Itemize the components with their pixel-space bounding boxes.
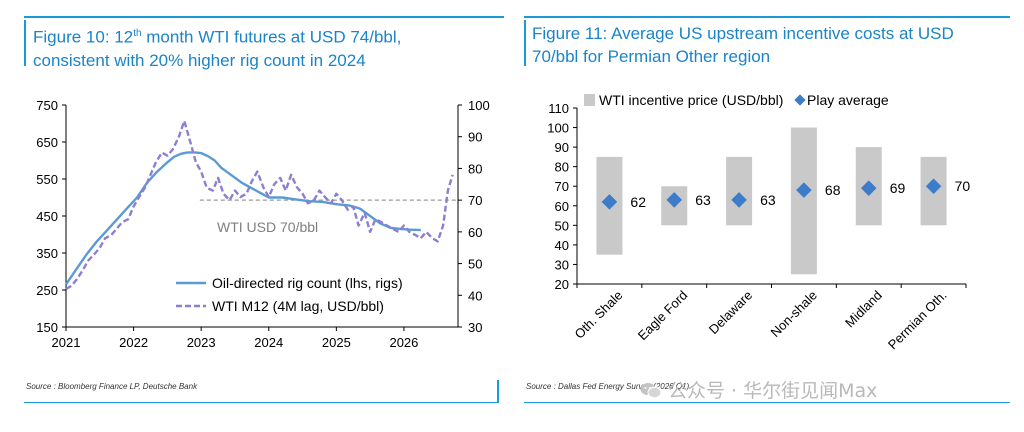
legend-avg-label: Play average (807, 92, 889, 108)
legend-avg-swatch (794, 94, 806, 106)
right-tick-label: 40 (468, 288, 482, 303)
header-rule (524, 16, 1010, 18)
x-tick-label: 2021 (52, 335, 81, 350)
right-tick-label: 70 (468, 193, 482, 208)
y-tick-label: 100 (547, 121, 569, 136)
left-tick-label: 150 (36, 320, 58, 335)
title-accent-bar (524, 20, 526, 66)
x-tick-label: 2022 (119, 335, 148, 350)
category-label: Oth. Shale (571, 288, 625, 342)
category-label: Eagle Ford (635, 288, 691, 344)
figure-11-panel: Figure 11: Average US upstream incentive… (512, 0, 1024, 432)
title-superscript: th (133, 28, 142, 39)
source-note: Source : Bloomberg Finance LP, Deutsche … (26, 382, 198, 391)
title-line-2: consistent with 20% higher rig count in … (33, 50, 366, 70)
category-label: Permian Oth. (885, 288, 950, 353)
title-part: Figure 10: 12 (33, 27, 134, 47)
category-label: Delaware (706, 288, 755, 337)
footer-rule (24, 402, 498, 403)
play-average-marker (796, 182, 812, 198)
title-line-2: 70/bbl for Permian Other region (532, 47, 771, 66)
rig-count-series-line (65, 151, 421, 286)
legend-wti-label: WTI M12 (4M lag, USD/bbl) (212, 298, 384, 314)
left-tick-label: 750 (36, 98, 58, 113)
play-average-marker (860, 180, 877, 196)
right-tick-label: 80 (468, 161, 482, 176)
play-average-label: 68 (825, 182, 841, 198)
play-average-marker (925, 178, 942, 195)
source-note: Source : Dallas Fed Energy Survey (2026 … (526, 382, 690, 391)
left-tick-label: 650 (36, 135, 58, 150)
watermark-text: 公众号 · 华尔街见闻Max (668, 380, 878, 402)
x-tick-label: 2026 (389, 335, 418, 350)
y-tick-label: 20 (555, 277, 569, 292)
legend-range-swatch (584, 94, 595, 106)
right-tick-label: 60 (468, 225, 482, 240)
play-average-marker (731, 192, 747, 208)
y-tick-label: 50 (555, 218, 569, 233)
x-tick-label: 2025 (322, 335, 351, 350)
right-tick-label: 50 (468, 257, 482, 272)
header-rule (24, 16, 504, 18)
title-accent-bar (24, 20, 26, 66)
x-tick-label: 2023 (187, 335, 216, 350)
left-tick-label: 250 (36, 283, 58, 298)
y-tick-label: 70 (555, 179, 569, 194)
play-average-label: 63 (695, 192, 711, 208)
title-line-1: Figure 11: Average US upstream incentive… (532, 24, 954, 43)
figure-10-panel: Figure 10: 12th month WTI futures at USD… (0, 0, 510, 432)
left-tick-label: 450 (36, 209, 58, 224)
wechat-icon (640, 383, 662, 399)
play-average-label: 70 (955, 178, 971, 194)
left-tick-label: 350 (36, 246, 58, 261)
play-average-marker (666, 192, 683, 208)
footer-rule (524, 402, 1010, 403)
play-average-label: 62 (630, 194, 646, 210)
play-average-marker (601, 194, 618, 210)
wti-m12-series-line (65, 119, 454, 290)
reference-line-label: WTI USD 70/bbl (217, 219, 318, 235)
category-label: Midland (842, 288, 885, 331)
x-tick-label: 2024 (254, 335, 283, 350)
figure-10-title: Figure 10: 12th month WTI futures at USD… (33, 22, 401, 72)
range-bar-delaware (726, 156, 753, 226)
y-tick-label: 90 (555, 140, 569, 155)
figure-11-title: Figure 11: Average US upstream incentive… (532, 22, 954, 68)
play-average-label: 69 (890, 180, 906, 196)
right-tick-label: 100 (468, 98, 490, 113)
play-average-label: 63 (760, 192, 776, 208)
range-bar-non-shale (790, 127, 817, 275)
legend-rig-label: Oil-directed rig count (lhs, rigs) (212, 275, 403, 291)
legend-range-label: WTI incentive price (USD/bbl) (599, 92, 783, 108)
right-tick-label: 90 (468, 130, 482, 145)
y-tick-label: 40 (555, 238, 569, 253)
right-tick-label: 30 (468, 320, 482, 335)
y-tick-label: 60 (555, 199, 569, 214)
footer-rule-end (497, 380, 499, 403)
category-label: Non-shale (768, 288, 821, 341)
title-part: month WTI futures at USD 74/bbl, (141, 27, 402, 47)
y-tick-label: 80 (555, 160, 569, 175)
y-tick-label: 110 (548, 101, 569, 116)
left-tick-label: 550 (36, 172, 58, 187)
y-tick-label: 30 (555, 257, 569, 272)
